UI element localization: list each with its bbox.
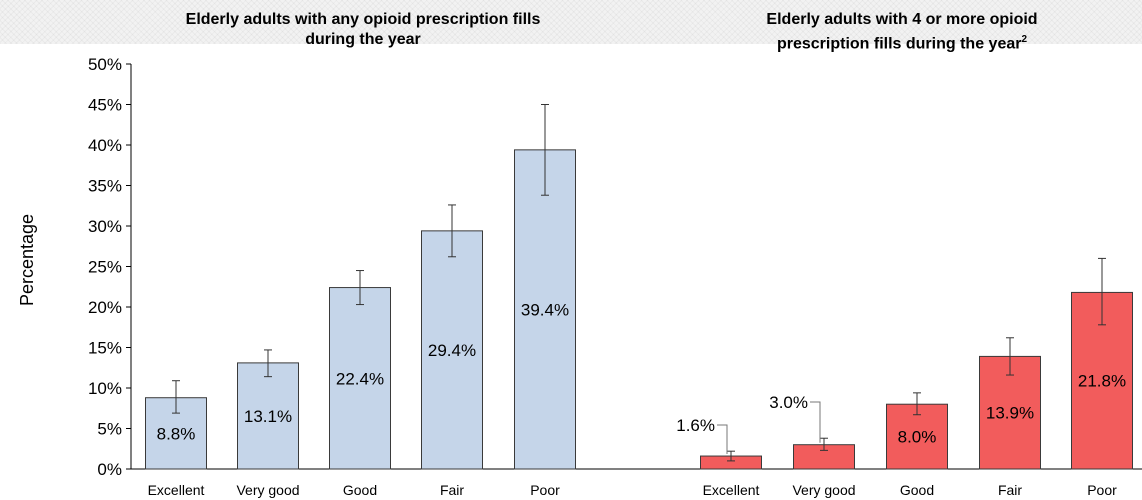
right-category-label: Fair	[998, 482, 1022, 498]
left-bar	[421, 230, 483, 470]
right-data-label: 3.0%	[769, 393, 808, 412]
y-tick-label: 10%	[88, 379, 122, 398]
y-tick-label: 35%	[88, 177, 122, 196]
y-tick-label: 20%	[88, 298, 122, 317]
y-tick-label: 40%	[88, 136, 122, 155]
right-title-line-1: Elderly adults with 4 or more opioid	[766, 11, 1038, 28]
left-bar	[237, 362, 299, 470]
left-data-label: 29.4%	[428, 341, 476, 360]
left-bar	[329, 287, 391, 470]
left-data-label: 13.1%	[244, 407, 292, 426]
right-data-label: 8.0%	[898, 428, 937, 447]
left-title-line-1: Elderly adults with any opioid prescript…	[185, 11, 541, 28]
title-superscript: 2	[1021, 34, 1028, 45]
left-category-label: Very good	[236, 482, 299, 498]
right-title-line-2: prescription fills during the year2	[662, 30, 1142, 54]
right-data-label: 13.9%	[986, 404, 1034, 423]
left-data-label: 8.8%	[157, 424, 196, 443]
y-tick-label: 5%	[97, 420, 122, 439]
left-category-label: Fair	[440, 482, 464, 498]
y-tick-label: 25%	[88, 258, 122, 277]
left-category-label: Poor	[530, 482, 560, 498]
left-bar	[514, 149, 576, 470]
right-category-label: Good	[900, 482, 934, 498]
y-tick-label: 0%	[97, 460, 122, 479]
right-category-label: Excellent	[703, 482, 760, 498]
left-data-label: 22.4%	[336, 369, 384, 388]
right-data-label: 21.8%	[1078, 372, 1126, 391]
left-category-label: Excellent	[148, 482, 205, 498]
left-category-label: Good	[343, 482, 377, 498]
right-title-line-2-text: prescription fills during the year	[776, 35, 1022, 53]
right-category-label: Very good	[792, 482, 855, 498]
right-data-label: 1.6%	[676, 416, 715, 435]
right-label-leader-line	[810, 401, 821, 443]
y-tick-label: 15%	[88, 339, 122, 358]
right-label-leader-line	[717, 424, 728, 455]
left-title-line-2: during the year	[305, 31, 421, 48]
y-tick-label: 50%	[88, 55, 122, 74]
y-tick-label: 45%	[88, 96, 122, 115]
left-panel-title: Elderly adults with any opioid prescript…	[120, 10, 606, 50]
right-panel-title: Elderly adults with 4 or more opioid pre…	[662, 10, 1142, 54]
left-data-label: 39.4%	[521, 300, 569, 319]
y-tick-label: 30%	[88, 217, 122, 236]
right-category-label: Poor	[1087, 482, 1117, 498]
header-band	[0, 0, 1142, 44]
